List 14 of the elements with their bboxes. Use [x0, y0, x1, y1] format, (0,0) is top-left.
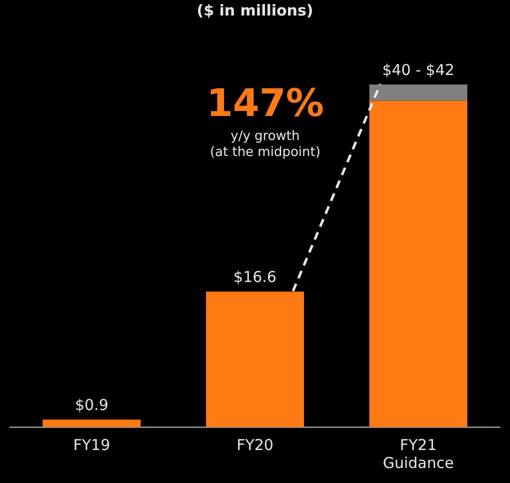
- bar: [206, 292, 304, 427]
- x-tick-label: FY21 Guidance: [382, 436, 454, 472]
- x-tick-label: FY20: [236, 436, 274, 454]
- annotation: y/y growth: [230, 129, 300, 144]
- data-label: $16.6: [234, 268, 276, 286]
- data-label: $0.9: [74, 396, 108, 414]
- bar: [369, 84, 468, 101]
- bar: [42, 420, 141, 427]
- chart-subtitle: ($ in millions): [196, 1, 314, 20]
- total-label: $40 - $42: [382, 60, 454, 79]
- bar: [369, 100, 468, 427]
- annotation: 147%: [206, 81, 324, 126]
- x-tick-label: FY19: [73, 436, 110, 454]
- annotation: (at the midpoint): [210, 145, 320, 160]
